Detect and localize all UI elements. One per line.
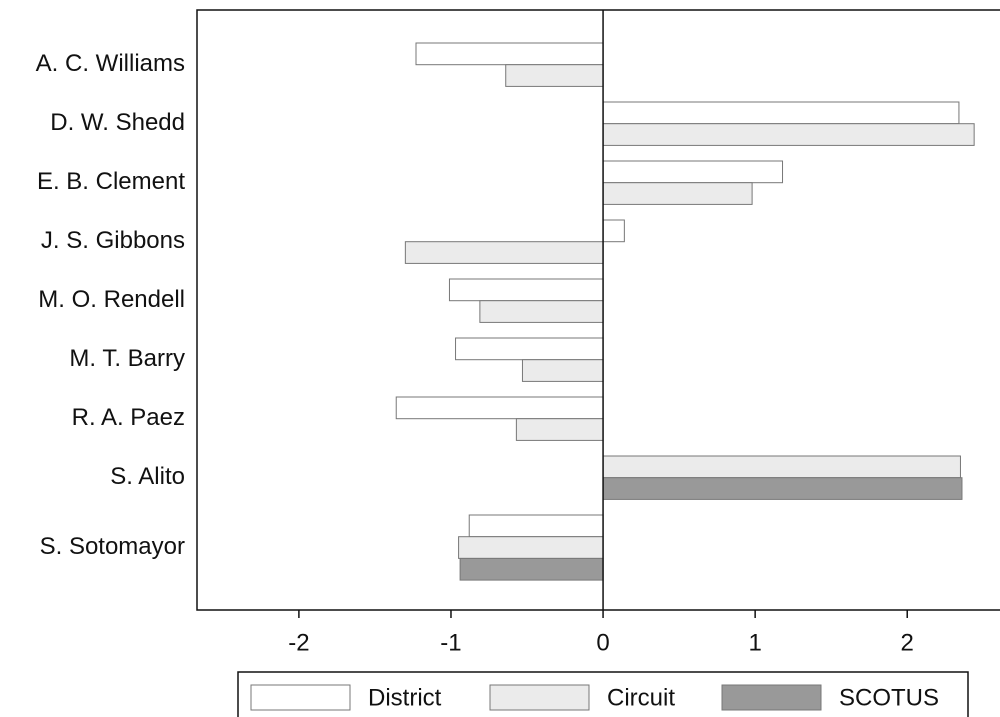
bar — [602, 182, 753, 205]
bar — [602, 101, 960, 125]
y-tick-label: A. C. Williams — [36, 50, 185, 77]
y-tick-label: S. Alito — [110, 463, 185, 490]
bar — [448, 278, 604, 302]
bar — [404, 241, 604, 264]
x-tick-label: 2 — [901, 629, 914, 656]
y-tick-label: E. B. Clement — [37, 168, 185, 195]
y-tick-label: S. Sotomayor — [40, 533, 185, 560]
bar — [602, 123, 975, 146]
bar — [521, 359, 604, 382]
bar — [458, 536, 604, 559]
bar — [455, 337, 604, 361]
bar — [515, 418, 604, 441]
x-tick-label: -2 — [288, 629, 309, 656]
plot-frame — [196, 9, 1000, 611]
y-tick-label: M. T. Barry — [69, 345, 185, 372]
bar — [505, 64, 604, 87]
bar — [602, 477, 963, 500]
bar — [602, 160, 784, 184]
y-tick-label: M. O. Rendell — [38, 286, 185, 313]
x-tick-label: 0 — [596, 629, 609, 656]
x-tick-label: 1 — [748, 629, 761, 656]
legend-label: SCOTUS — [839, 684, 939, 711]
legend-label: District — [368, 684, 442, 711]
x-tick-label: -1 — [440, 629, 461, 656]
legend-swatch — [489, 684, 590, 711]
bar — [395, 396, 604, 420]
bar — [415, 42, 604, 66]
y-tick-label: J. S. Gibbons — [41, 227, 185, 254]
bar — [602, 219, 625, 243]
bar — [468, 514, 604, 538]
bar — [602, 455, 961, 479]
legend-label: Circuit — [607, 684, 675, 711]
bar — [459, 557, 604, 581]
bar — [479, 300, 604, 323]
legend-swatch — [721, 684, 822, 711]
legend-swatch — [250, 684, 351, 711]
y-tick-label: D. W. Shedd — [50, 109, 185, 136]
legend-box — [237, 671, 969, 717]
y-tick-label: R. A. Paez — [72, 404, 185, 431]
